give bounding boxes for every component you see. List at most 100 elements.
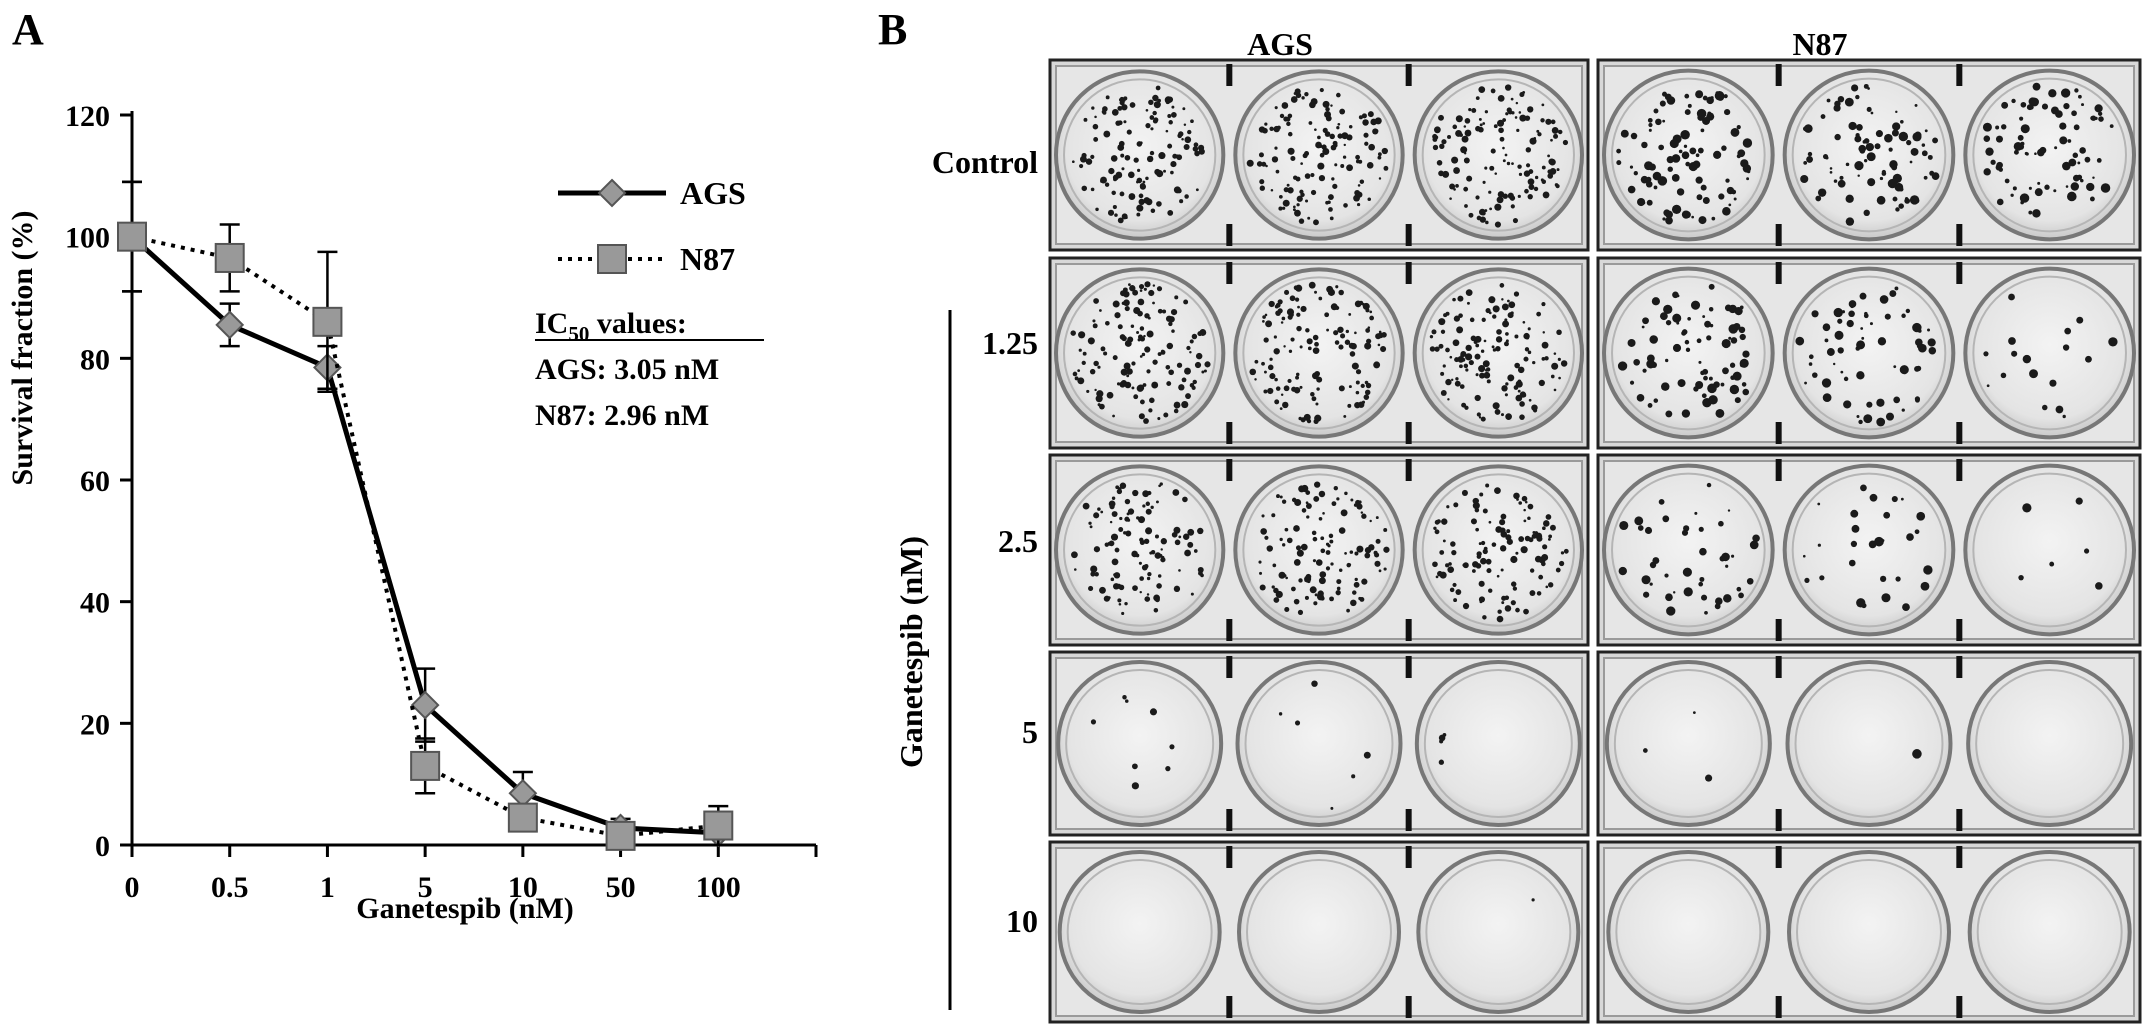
colony xyxy=(1807,151,1813,157)
colony xyxy=(1432,144,1439,151)
colony xyxy=(1527,503,1534,510)
colony xyxy=(1536,591,1542,596)
colony xyxy=(1866,401,1873,408)
colony xyxy=(1132,489,1139,497)
colony xyxy=(1480,416,1486,422)
colony xyxy=(1851,84,1859,92)
colony xyxy=(1318,296,1323,301)
colony xyxy=(1383,527,1388,532)
colony xyxy=(1699,547,1707,556)
x-tick-label: 100 xyxy=(696,871,741,904)
colony xyxy=(1274,106,1278,110)
colony xyxy=(1664,573,1669,578)
colony xyxy=(1184,136,1192,144)
colony xyxy=(1648,128,1652,132)
x-tick-labels: 0 0.5 1 5 10 50 100 xyxy=(125,871,741,904)
colony xyxy=(1834,133,1841,141)
colony xyxy=(1099,403,1105,410)
colony xyxy=(2024,151,2029,156)
colony xyxy=(1514,334,1519,339)
colony xyxy=(1082,502,1090,510)
colony xyxy=(1722,207,1731,216)
colony xyxy=(1661,382,1670,391)
plate-divider-mark xyxy=(1956,656,1963,678)
colony xyxy=(2068,158,2077,167)
colony xyxy=(1800,174,1809,184)
colony xyxy=(1451,156,1459,164)
colony xyxy=(1143,287,1147,291)
colony xyxy=(1201,370,1205,374)
colony xyxy=(1714,90,1725,101)
colony xyxy=(1479,372,1486,379)
colony xyxy=(1094,572,1099,577)
colony xyxy=(1327,288,1336,296)
colony xyxy=(1482,122,1486,125)
colony xyxy=(1462,602,1470,610)
colony xyxy=(1286,183,1290,187)
colony xyxy=(1141,352,1146,357)
colony xyxy=(1147,316,1151,320)
colony xyxy=(1077,377,1085,385)
colony xyxy=(1102,110,1107,115)
colony xyxy=(1523,356,1529,362)
colony xyxy=(1328,207,1333,212)
colony xyxy=(1698,360,1702,364)
well-rim xyxy=(1972,472,2128,628)
colony xyxy=(1262,320,1265,323)
colony xyxy=(1282,401,1289,409)
colony xyxy=(1700,184,1707,191)
colony xyxy=(1718,520,1724,527)
colony xyxy=(1485,307,1491,314)
colony xyxy=(1746,577,1754,585)
colony xyxy=(1145,501,1151,506)
colony xyxy=(1325,106,1330,112)
colony xyxy=(1167,210,1174,216)
colony xyxy=(1866,152,1876,162)
colony xyxy=(1506,161,1511,166)
colony xyxy=(1119,516,1123,521)
colony xyxy=(1293,559,1301,566)
plate-ags-row-2 xyxy=(1048,256,1590,450)
colony xyxy=(1358,115,1363,120)
colony xyxy=(1892,196,1898,202)
well xyxy=(1967,850,2132,1014)
colony xyxy=(1193,142,1199,148)
colony xyxy=(1848,310,1855,318)
colony xyxy=(1724,108,1731,116)
colony xyxy=(1117,105,1123,111)
colony xyxy=(1541,357,1546,361)
row-label-1-25: 1.25 xyxy=(982,325,1038,361)
colony xyxy=(1178,569,1181,572)
colony xyxy=(1460,350,1467,358)
colony xyxy=(1433,526,1437,531)
colony xyxy=(1518,536,1525,542)
colony xyxy=(1850,509,1859,518)
colony xyxy=(1156,201,1162,207)
colony xyxy=(1158,484,1161,488)
colony xyxy=(1515,607,1520,613)
colony xyxy=(1478,117,1482,121)
x-tick-label: 1 xyxy=(320,871,335,904)
colony xyxy=(2109,124,2114,129)
colony xyxy=(1304,151,1310,157)
colony xyxy=(1305,503,1312,509)
colony xyxy=(1355,380,1360,385)
colony xyxy=(1116,488,1123,495)
colony xyxy=(1127,171,1135,179)
colony xyxy=(1990,159,1996,165)
series-n87 xyxy=(117,180,734,851)
colony xyxy=(2092,176,2095,179)
colony xyxy=(1475,527,1479,532)
colony xyxy=(1455,115,1463,123)
colony xyxy=(1362,302,1370,310)
colony xyxy=(1696,108,1707,119)
colony xyxy=(2094,104,2103,113)
colony xyxy=(1500,568,1504,572)
colony xyxy=(2062,414,2066,419)
well xyxy=(1785,660,1953,827)
row-label-control: Control xyxy=(932,144,1038,180)
colony xyxy=(1287,147,1295,155)
colony xyxy=(1504,393,1508,397)
colony xyxy=(1824,338,1829,343)
colony xyxy=(1542,191,1550,199)
